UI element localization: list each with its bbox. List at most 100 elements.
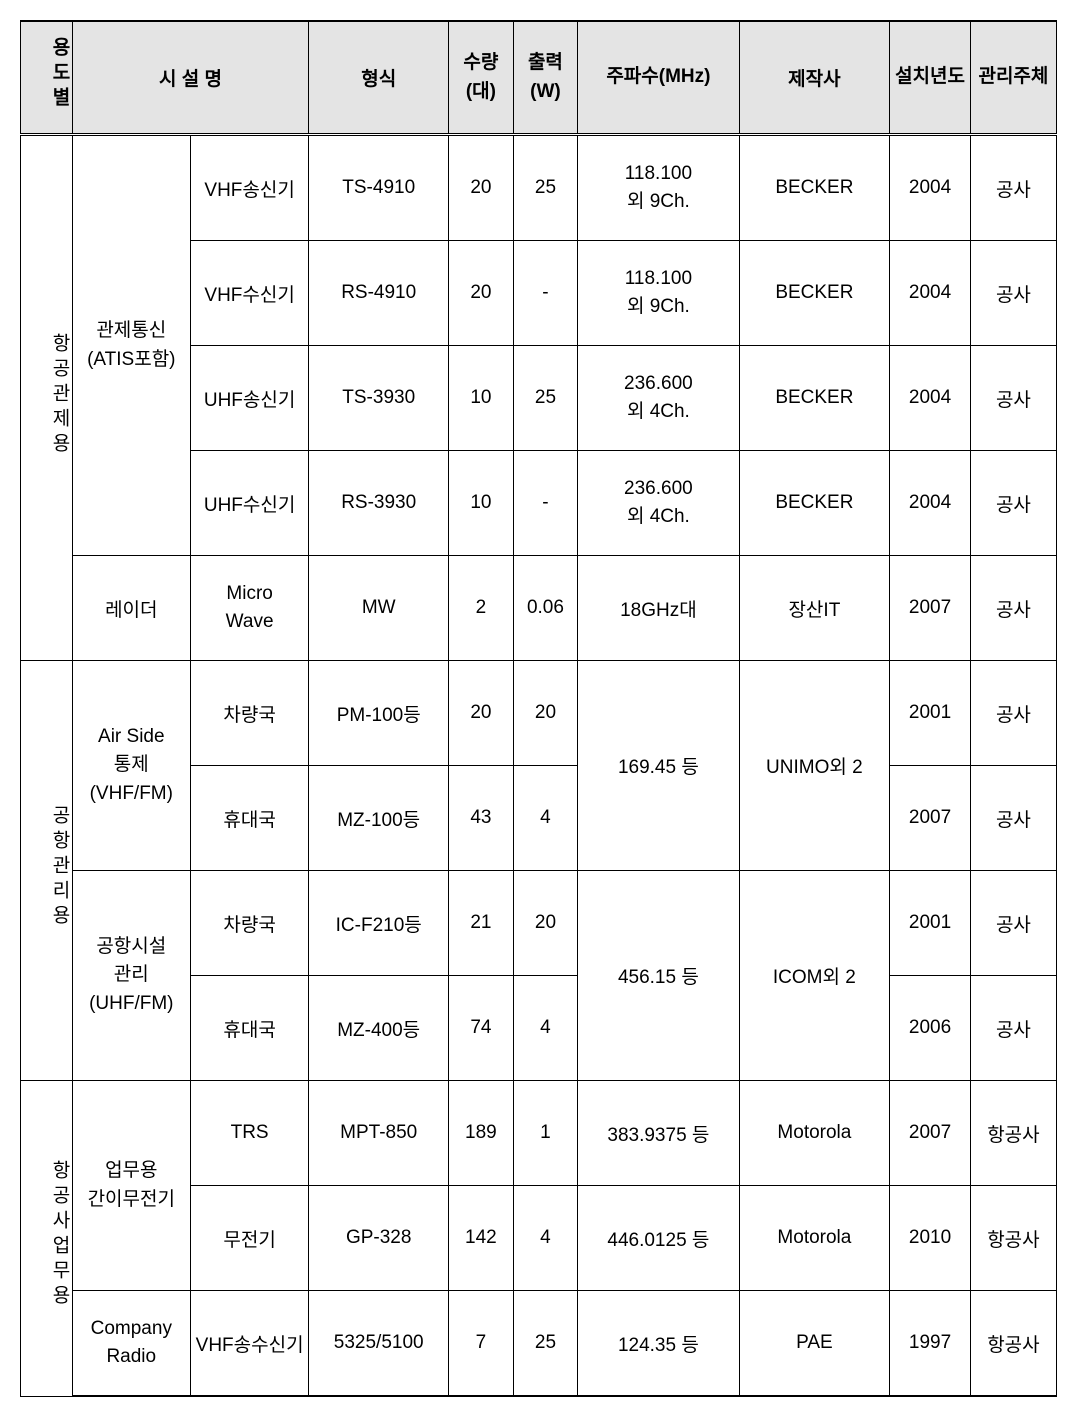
qty-cell: 43 <box>449 766 514 871</box>
qty-cell: 20 <box>449 661 514 766</box>
power-cell: 4 <box>513 976 578 1081</box>
mfr-cell: BECKER <box>739 241 890 346</box>
header-year: 설치년도 <box>890 21 971 135</box>
freq-cell: 446.0125 등 <box>578 1186 739 1291</box>
year-cell: 2001 <box>890 871 971 976</box>
header-mfr: 제작사 <box>739 21 890 135</box>
year-cell: 2001 <box>890 661 971 766</box>
freq-cell: 18GHz대 <box>578 556 739 661</box>
power-cell: 1 <box>513 1081 578 1186</box>
power-cell: - <box>513 241 578 346</box>
category-cell: 공항관리용 <box>21 661 73 1081</box>
model-cell: RS-3930 <box>309 451 449 556</box>
qty-cell: 21 <box>449 871 514 976</box>
power-cell: 25 <box>513 346 578 451</box>
subfacility-cell: 무전기 <box>190 1186 308 1291</box>
year-cell: 2007 <box>890 1081 971 1186</box>
model-cell: MZ-100등 <box>309 766 449 871</box>
facility-cell: 레이더 <box>72 556 190 661</box>
table-row: 항공사업무용업무용간이무전기TRSMPT-8501891383.9375 등Mo… <box>21 1081 1057 1186</box>
mfr-cell: BECKER <box>739 135 890 241</box>
owner-cell: 항공사 <box>970 1186 1056 1291</box>
power-cell: 25 <box>513 1291 578 1397</box>
mfr-cell: Motorola <box>739 1186 890 1291</box>
owner-cell: 공사 <box>970 451 1056 556</box>
owner-cell: 공사 <box>970 135 1056 241</box>
header-row: 용도별 시 설 명 형식 수량(대) 출력(W) 주파수(MHz) 제작사 설치… <box>21 21 1057 135</box>
freq-cell: 236.600외 4Ch. <box>578 346 739 451</box>
year-cell: 2004 <box>890 346 971 451</box>
owner-cell: 공사 <box>970 871 1056 976</box>
freq-cell: 118.100외 9Ch. <box>578 241 739 346</box>
facility-cell: 공항시설관리(UHF/FM) <box>72 871 190 1081</box>
qty-cell: 10 <box>449 451 514 556</box>
year-cell: 2010 <box>890 1186 971 1291</box>
freq-cell: 169.45 등 <box>578 661 739 871</box>
mfr-cell: BECKER <box>739 346 890 451</box>
qty-cell: 20 <box>449 135 514 241</box>
power-cell: 20 <box>513 661 578 766</box>
equipment-table: 용도별 시 설 명 형식 수량(대) 출력(W) 주파수(MHz) 제작사 설치… <box>20 20 1057 1397</box>
qty-cell: 20 <box>449 241 514 346</box>
power-cell: 4 <box>513 1186 578 1291</box>
subfacility-cell: TRS <box>190 1081 308 1186</box>
model-cell: MW <box>309 556 449 661</box>
model-cell: IC-F210등 <box>309 871 449 976</box>
year-cell: 2004 <box>890 135 971 241</box>
qty-cell: 2 <box>449 556 514 661</box>
model-cell: MPT-850 <box>309 1081 449 1186</box>
facility-cell: CompanyRadio <box>72 1291 190 1397</box>
table-row: 항공관제용관제통신(ATIS포함)VHF송신기TS-49102025118.10… <box>21 135 1057 241</box>
facility-cell: Air Side통제(VHF/FM) <box>72 661 190 871</box>
owner-cell: 공사 <box>970 976 1056 1081</box>
owner-cell: 공사 <box>970 346 1056 451</box>
model-cell: TS-4910 <box>309 135 449 241</box>
qty-cell: 10 <box>449 346 514 451</box>
subfacility-cell: VHF수신기 <box>190 241 308 346</box>
table-row: 레이더MicroWaveMW20.0618GHz대장산IT2007공사 <box>21 556 1057 661</box>
power-cell: 20 <box>513 871 578 976</box>
qty-cell: 74 <box>449 976 514 1081</box>
header-facility: 시 설 명 <box>72 21 309 135</box>
model-cell: 5325/5100 <box>309 1291 449 1397</box>
owner-cell: 항공사 <box>970 1081 1056 1186</box>
facility-cell: 관제통신(ATIS포함) <box>72 135 190 556</box>
freq-cell: 124.35 등 <box>578 1291 739 1397</box>
year-cell: 2004 <box>890 451 971 556</box>
qty-cell: 189 <box>449 1081 514 1186</box>
model-cell: TS-3930 <box>309 346 449 451</box>
category-cell: 항공사업무용 <box>21 1081 73 1397</box>
freq-cell: 118.100외 9Ch. <box>578 135 739 241</box>
header-freq: 주파수(MHz) <box>578 21 739 135</box>
mfr-cell: 장산IT <box>739 556 890 661</box>
year-cell: 2006 <box>890 976 971 1081</box>
subfacility-cell: UHF수신기 <box>190 451 308 556</box>
subfacility-cell: 차량국 <box>190 661 308 766</box>
subfacility-cell: 차량국 <box>190 871 308 976</box>
header-owner: 관리주체 <box>970 21 1056 135</box>
qty-cell: 7 <box>449 1291 514 1397</box>
owner-cell: 항공사 <box>970 1291 1056 1397</box>
subfacility-cell: UHF송신기 <box>190 346 308 451</box>
model-cell: RS-4910 <box>309 241 449 346</box>
category-cell: 항공관제용 <box>21 135 73 661</box>
mfr-cell: BECKER <box>739 451 890 556</box>
power-cell: 25 <box>513 135 578 241</box>
year-cell: 2004 <box>890 241 971 346</box>
mfr-cell: ICOM외 2 <box>739 871 890 1081</box>
table-row: CompanyRadioVHF송수신기5325/5100725124.35 등P… <box>21 1291 1057 1397</box>
model-cell: PM-100등 <box>309 661 449 766</box>
owner-cell: 공사 <box>970 241 1056 346</box>
year-cell: 2007 <box>890 556 971 661</box>
qty-cell: 142 <box>449 1186 514 1291</box>
header-qty: 수량(대) <box>449 21 514 135</box>
model-cell: MZ-400등 <box>309 976 449 1081</box>
freq-cell: 236.600외 4Ch. <box>578 451 739 556</box>
subfacility-cell: VHF송수신기 <box>190 1291 308 1397</box>
mfr-cell: PAE <box>739 1291 890 1397</box>
table-row: 공항관리용Air Side통제(VHF/FM)차량국PM-100등2020169… <box>21 661 1057 766</box>
mfr-cell: UNIMO외 2 <box>739 661 890 871</box>
subfacility-cell: MicroWave <box>190 556 308 661</box>
facility-cell: 업무용간이무전기 <box>72 1081 190 1291</box>
year-cell: 2007 <box>890 766 971 871</box>
